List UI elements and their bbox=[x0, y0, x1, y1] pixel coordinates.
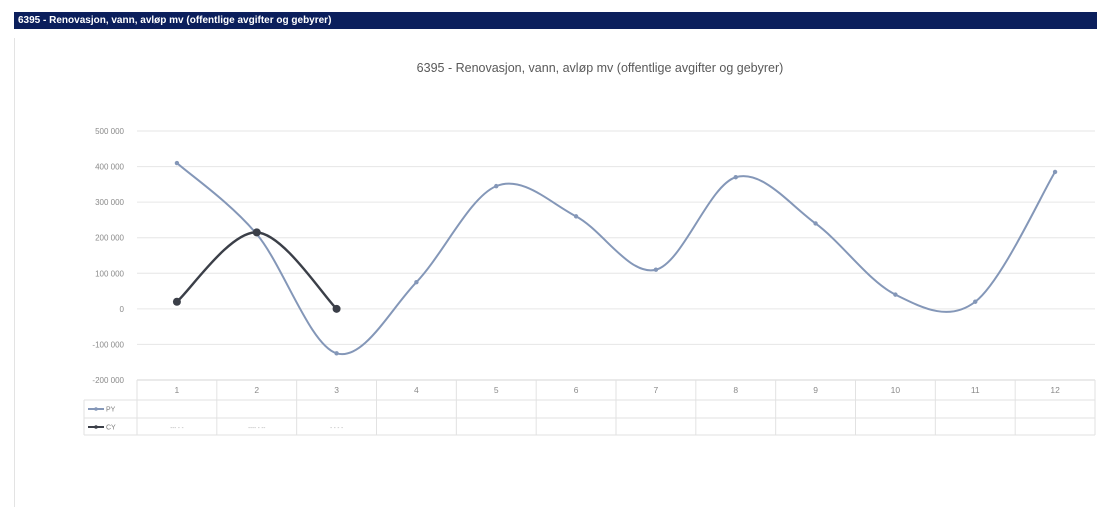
table-cell: ---- - -- bbox=[248, 426, 265, 432]
report-header-title: 6395 - Renovasjon, vann, avløp mv (offen… bbox=[18, 15, 332, 26]
y-tick-label: 400 000 bbox=[95, 163, 124, 172]
x-category-label: 6 bbox=[574, 385, 579, 395]
data-point-py bbox=[494, 183, 499, 189]
y-axis: 500 000 400 000 300 000 200 000 100 000 0 -100… bbox=[92, 127, 124, 385]
report-header-bar: 6395 - Renovasjon, vann, avløp mv (offen… bbox=[14, 12, 1097, 29]
legend-marker-cy bbox=[94, 425, 98, 429]
table-cell: --- - - bbox=[170, 426, 183, 432]
data-point-py bbox=[813, 221, 818, 226]
y-tick-label: 300 000 bbox=[95, 198, 124, 207]
series-line-cy bbox=[176, 231, 338, 310]
x-category-label: 10 bbox=[891, 385, 901, 395]
data-point-py bbox=[733, 175, 738, 180]
data-point-py bbox=[653, 267, 659, 272]
y-tick-label: 0 bbox=[120, 305, 125, 314]
data-point-py bbox=[414, 279, 419, 285]
legend-marker-py bbox=[94, 407, 98, 411]
data-point-py bbox=[973, 299, 978, 304]
x-category-label: 7 bbox=[654, 385, 659, 395]
y-tick-label: -200 000 bbox=[92, 376, 124, 385]
legend-label-py: PY bbox=[106, 407, 116, 414]
data-point-py bbox=[1052, 169, 1058, 175]
data-point-cy bbox=[332, 304, 341, 313]
series-line-py bbox=[176, 162, 1056, 356]
data-point-py bbox=[334, 351, 339, 356]
x-category-label: 12 bbox=[1050, 385, 1060, 395]
chart-title: 6395 - Renovasjon, vann, avløp mv (offen… bbox=[417, 61, 784, 75]
table-cell: - - - - bbox=[330, 426, 343, 432]
x-category-label: 3 bbox=[334, 385, 339, 395]
data-point-cy bbox=[172, 297, 181, 306]
y-tick-label: 100 000 bbox=[95, 269, 124, 278]
data-point-py bbox=[174, 160, 180, 166]
x-category-label: 2 bbox=[254, 385, 259, 395]
x-category-label: 5 bbox=[494, 385, 499, 395]
legend-label-cy: CY bbox=[106, 425, 116, 432]
x-category-label: 11 bbox=[971, 385, 980, 395]
x-category-label: 8 bbox=[733, 385, 738, 395]
y-tick-label: 500 000 bbox=[95, 127, 124, 136]
x-category-label: 1 bbox=[175, 385, 180, 395]
data-point-py bbox=[573, 214, 579, 219]
x-category-label: 4 bbox=[414, 385, 419, 395]
y-tick-label: 200 000 bbox=[95, 234, 124, 243]
data-point-cy bbox=[252, 228, 261, 237]
x-category-label: 9 bbox=[813, 385, 818, 395]
chart-series bbox=[172, 160, 1058, 356]
data-point-py bbox=[893, 292, 898, 297]
y-tick-label: -100 000 bbox=[92, 340, 124, 349]
left-divider bbox=[14, 38, 15, 507]
chart-gridlines bbox=[137, 130, 1095, 381]
